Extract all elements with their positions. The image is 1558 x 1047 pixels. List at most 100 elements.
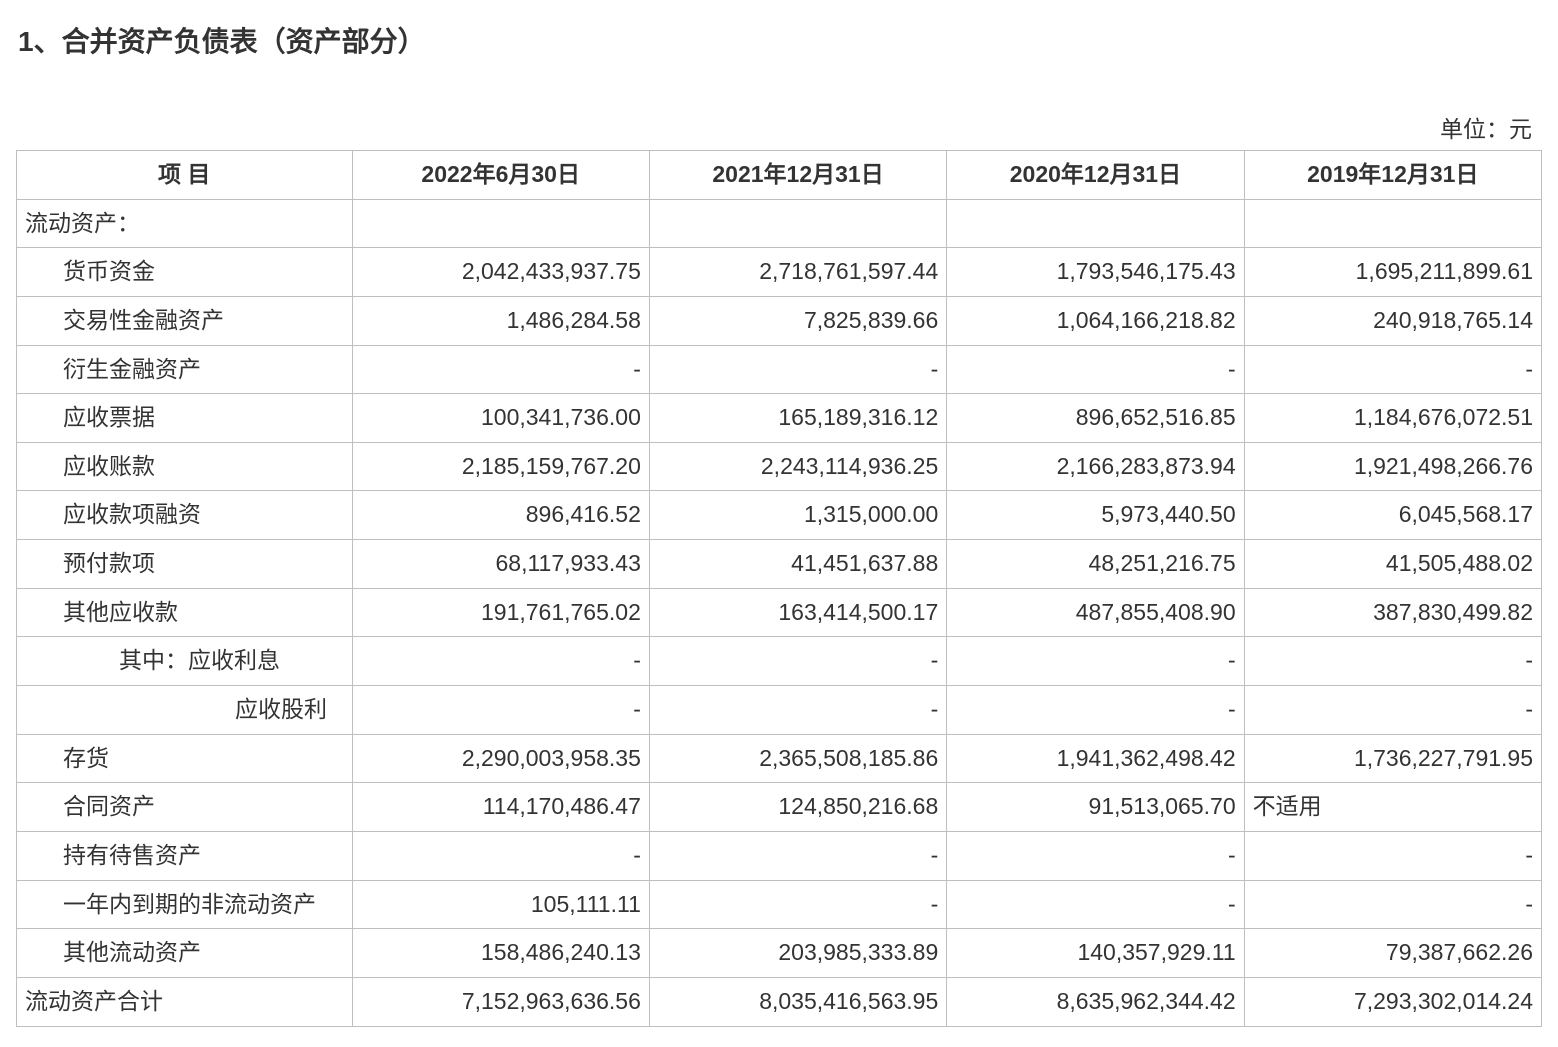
row-value: 1,793,546,175.43 (947, 248, 1244, 297)
row-value: 2,166,283,873.94 (947, 442, 1244, 491)
row-value: 896,652,516.85 (947, 394, 1244, 443)
row-value: 1,736,227,791.95 (1244, 734, 1541, 783)
row-value: 1,695,211,899.61 (1244, 248, 1541, 297)
col-header-item: 项 目 (17, 151, 353, 200)
row-value: - (352, 345, 649, 394)
unit-label: 单位：元 (16, 110, 1542, 144)
row-value: - (352, 686, 649, 735)
row-label: 存货 (17, 734, 353, 783)
row-value: 158,486,240.13 (352, 929, 649, 978)
row-label: 其他应收款 (17, 588, 353, 637)
document-title: 1、合并资产负债表（资产部分） (18, 20, 1542, 60)
row-label: 应收款项融资 (17, 491, 353, 540)
row-value: - (947, 345, 1244, 394)
row-value: 41,451,637.88 (649, 540, 946, 589)
row-value: - (649, 686, 946, 735)
table-row: 货币资金2,042,433,937.752,718,761,597.441,79… (17, 248, 1542, 297)
row-value: - (1244, 880, 1541, 929)
row-value: 68,117,933.43 (352, 540, 649, 589)
row-value: - (649, 637, 946, 686)
row-value: 8,035,416,563.95 (649, 977, 946, 1026)
row-value: 1,184,676,072.51 (1244, 394, 1541, 443)
table-row: 预付款项68,117,933.4341,451,637.8848,251,216… (17, 540, 1542, 589)
row-value: - (947, 880, 1244, 929)
row-label: 交易性金融资产 (17, 296, 353, 345)
row-value: 191,761,765.02 (352, 588, 649, 637)
row-value (352, 199, 649, 248)
row-value: 41,505,488.02 (1244, 540, 1541, 589)
row-value: - (1244, 831, 1541, 880)
row-value: 124,850,216.68 (649, 783, 946, 832)
row-value: 2,042,433,937.75 (352, 248, 649, 297)
table-row: 持有待售资产---- (17, 831, 1542, 880)
row-value: 100,341,736.00 (352, 394, 649, 443)
row-value: - (649, 880, 946, 929)
table-row: 合同资产114,170,486.47124,850,216.6891,513,0… (17, 783, 1542, 832)
row-value (1244, 199, 1541, 248)
row-value: - (649, 345, 946, 394)
row-label: 应收票据 (17, 394, 353, 443)
row-value: 165,189,316.12 (649, 394, 946, 443)
row-value: 240,918,765.14 (1244, 296, 1541, 345)
row-value: - (1244, 686, 1541, 735)
table-row: 其他应收款191,761,765.02163,414,500.17487,855… (17, 588, 1542, 637)
col-header-period-3: 2020年12月31日 (947, 151, 1244, 200)
row-value: 2,185,159,767.20 (352, 442, 649, 491)
table-row: 一年内到期的非流动资产105,111.11--- (17, 880, 1542, 929)
row-value: 203,985,333.89 (649, 929, 946, 978)
row-value: 1,315,000.00 (649, 491, 946, 540)
row-value: 7,152,963,636.56 (352, 977, 649, 1026)
balance-sheet-table: 项 目 2022年6月30日 2021年12月31日 2020年12月31日 2… (16, 150, 1542, 1027)
row-label: 一年内到期的非流动资产 (17, 880, 353, 929)
row-value (649, 199, 946, 248)
row-label: 预付款项 (17, 540, 353, 589)
row-value: 1,486,284.58 (352, 296, 649, 345)
row-label: 应收股利 (17, 686, 353, 735)
table-row: 应收股利---- (17, 686, 1542, 735)
row-value: 387,830,499.82 (1244, 588, 1541, 637)
table-row: 流动资产合计7,152,963,636.568,035,416,563.958,… (17, 977, 1542, 1026)
table-row: 流动资产： (17, 199, 1542, 248)
row-value: 2,365,508,185.86 (649, 734, 946, 783)
row-value: - (947, 686, 1244, 735)
table-row: 存货2,290,003,958.352,365,508,185.861,941,… (17, 734, 1542, 783)
row-value: 114,170,486.47 (352, 783, 649, 832)
table-row: 应收账款2,185,159,767.202,243,114,936.252,16… (17, 442, 1542, 491)
row-value: 1,941,362,498.42 (947, 734, 1244, 783)
table-row: 应收款项融资896,416.521,315,000.005,973,440.50… (17, 491, 1542, 540)
col-header-period-1: 2022年6月30日 (352, 151, 649, 200)
row-value: 7,825,839.66 (649, 296, 946, 345)
row-value (947, 199, 1244, 248)
row-value: 7,293,302,014.24 (1244, 977, 1541, 1026)
row-label: 流动资产合计 (17, 977, 353, 1026)
row-value: 48,251,216.75 (947, 540, 1244, 589)
table-row: 应收票据100,341,736.00165,189,316.12896,652,… (17, 394, 1542, 443)
row-label: 持有待售资产 (17, 831, 353, 880)
row-value: 不适用 (1244, 783, 1541, 832)
row-value: 91,513,065.70 (947, 783, 1244, 832)
row-label: 合同资产 (17, 783, 353, 832)
table-row: 衍生金融资产---- (17, 345, 1542, 394)
row-value: - (1244, 637, 1541, 686)
row-value: 163,414,500.17 (649, 588, 946, 637)
row-value: 105,111.11 (352, 880, 649, 929)
col-header-period-4: 2019年12月31日 (1244, 151, 1541, 200)
row-value: 896,416.52 (352, 491, 649, 540)
table-header-row: 项 目 2022年6月30日 2021年12月31日 2020年12月31日 2… (17, 151, 1542, 200)
table-row: 其他流动资产158,486,240.13203,985,333.89140,35… (17, 929, 1542, 978)
row-value: 140,357,929.11 (947, 929, 1244, 978)
table-body: 流动资产：货币资金2,042,433,937.752,718,761,597.4… (17, 199, 1542, 1026)
row-value: - (649, 831, 946, 880)
row-label: 其中：应收利息 (17, 637, 353, 686)
row-value: 6,045,568.17 (1244, 491, 1541, 540)
table-row: 其中：应收利息---- (17, 637, 1542, 686)
row-value: - (947, 637, 1244, 686)
row-value: - (352, 637, 649, 686)
row-value: 2,718,761,597.44 (649, 248, 946, 297)
row-label: 应收账款 (17, 442, 353, 491)
row-label: 其他流动资产 (17, 929, 353, 978)
row-value: - (1244, 345, 1541, 394)
row-value: - (352, 831, 649, 880)
row-label: 货币资金 (17, 248, 353, 297)
row-value: 5,973,440.50 (947, 491, 1244, 540)
